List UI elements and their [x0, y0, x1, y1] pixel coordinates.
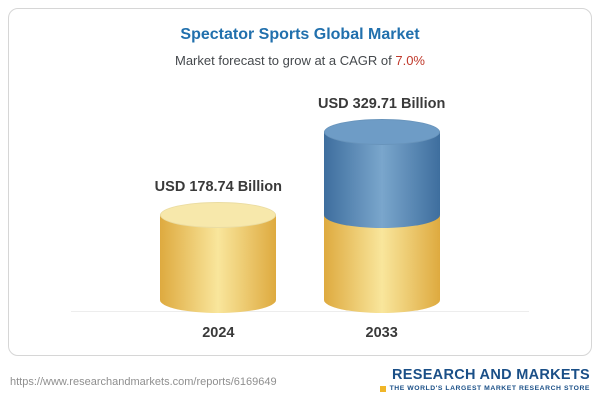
logo-tagline: THE WORLD'S LARGEST MARKET RESEARCH STOR…: [379, 385, 590, 392]
bar-group-2024: USD 178.74 Billion 2024: [155, 179, 282, 341]
footer: https://www.researchandmarkets.com/repor…: [0, 358, 600, 400]
cagr-value: 7.0%: [395, 53, 425, 68]
cylinder-segment-base: [323, 215, 440, 313]
bar-category-label-2024: 2024: [202, 325, 235, 341]
logo-tagline-text: THE WORLD'S LARGEST MARKET RESEARCH STOR…: [389, 385, 590, 392]
research-and-markets-logo: RESEARCH AND MARKETS THE WORLD'S LARGEST…: [379, 367, 590, 392]
bar-cylinder-2033: [323, 119, 440, 313]
cylinder-top-cap: [160, 202, 277, 228]
bar-category-label-2033: 2033: [365, 325, 398, 341]
cylinder-top-cap: [323, 119, 440, 145]
bar-value-label-2033: USD 329.71 Billion: [318, 96, 446, 112]
plot-area: USD 178.74 Billion 2024 USD 329.71 Billi…: [9, 96, 591, 341]
bar-group-2033: USD 329.71 Billion 2033: [318, 96, 445, 341]
chart-card: Spectator Sports Global Market Market fo…: [8, 8, 592, 356]
chart-subtitle-text: Market forecast to grow at a CAGR of: [175, 53, 396, 68]
cylinder-segment-base: [160, 215, 277, 313]
logo-yellow-mark-icon: [379, 385, 386, 392]
chart-subtitle: Market forecast to grow at a CAGR of 7.0…: [9, 53, 591, 68]
bar-value-label-2024: USD 178.74 Billion: [154, 179, 282, 195]
logo-wordmark: RESEARCH AND MARKETS: [392, 367, 590, 383]
chart-baseline: [71, 311, 529, 312]
chart-title: Spectator Sports Global Market: [180, 26, 420, 43]
report-url: https://www.researchandmarkets.com/repor…: [10, 376, 277, 388]
cylinder-segment-growth: [323, 132, 440, 228]
bar-cylinder-2024: [160, 202, 277, 313]
